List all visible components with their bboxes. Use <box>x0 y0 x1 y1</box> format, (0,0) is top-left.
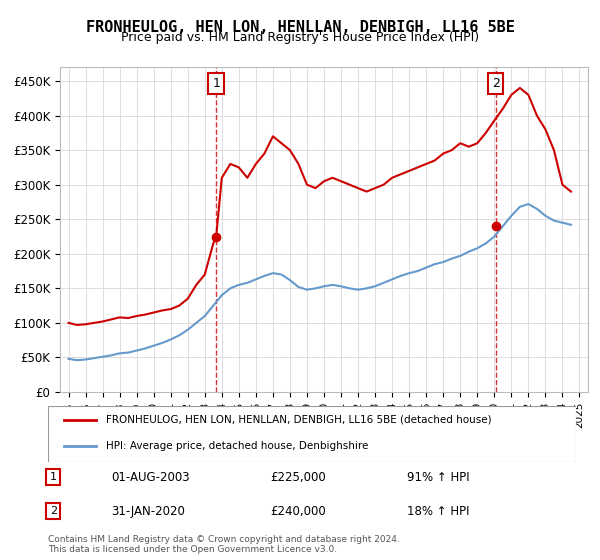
Text: 18% ↑ HPI: 18% ↑ HPI <box>407 505 470 517</box>
Text: 2: 2 <box>492 77 500 90</box>
Text: 01-AUG-2003: 01-AUG-2003 <box>112 470 190 484</box>
Text: HPI: Average price, detached house, Denbighshire: HPI: Average price, detached house, Denb… <box>106 441 368 451</box>
Text: Price paid vs. HM Land Registry's House Price Index (HPI): Price paid vs. HM Land Registry's House … <box>121 31 479 44</box>
Text: FRONHEULOG, HEN LON, HENLLAN, DENBIGH, LL16 5BE (detached house): FRONHEULOG, HEN LON, HENLLAN, DENBIGH, L… <box>106 415 492 425</box>
Text: FRONHEULOG, HEN LON, HENLLAN, DENBIGH, LL16 5BE: FRONHEULOG, HEN LON, HENLLAN, DENBIGH, L… <box>86 20 514 35</box>
FancyBboxPatch shape <box>48 406 576 462</box>
Text: 1: 1 <box>212 77 220 90</box>
Text: £225,000: £225,000 <box>270 470 326 484</box>
Text: Contains HM Land Registry data © Crown copyright and database right 2024.
This d: Contains HM Land Registry data © Crown c… <box>48 535 400 554</box>
Text: £240,000: £240,000 <box>270 505 326 517</box>
Text: 91% ↑ HPI: 91% ↑ HPI <box>407 470 470 484</box>
Text: 1: 1 <box>50 472 57 482</box>
Text: 31-JAN-2020: 31-JAN-2020 <box>112 505 185 517</box>
Text: 2: 2 <box>50 506 57 516</box>
